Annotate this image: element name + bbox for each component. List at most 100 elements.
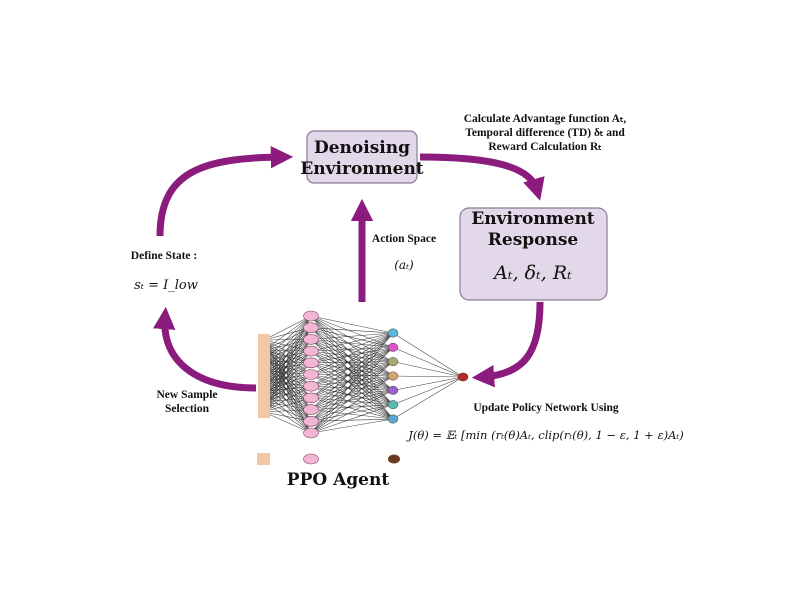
network-edge xyxy=(263,339,312,382)
legend-hidden-node xyxy=(303,453,319,465)
arrow-response-to-update xyxy=(471,301,544,388)
network-edge xyxy=(263,315,312,361)
legend-input-node xyxy=(257,453,270,465)
network-edge xyxy=(263,380,312,387)
network-edge xyxy=(310,332,394,422)
network-edge xyxy=(310,404,394,434)
arrow-denoising-to-response xyxy=(419,153,545,201)
network-edge xyxy=(310,385,394,405)
network-edge xyxy=(263,397,312,402)
input-node xyxy=(258,344,270,357)
network-edge xyxy=(263,339,312,341)
network-edge xyxy=(392,376,464,405)
denoising-environment-box: Denoising Environment xyxy=(300,130,424,184)
input-node xyxy=(258,395,270,408)
network-edge xyxy=(310,361,394,410)
network-edges xyxy=(263,315,464,434)
network-edge xyxy=(263,360,312,399)
network-edge xyxy=(263,327,312,372)
network-edge xyxy=(392,376,464,420)
network-edge xyxy=(310,375,394,399)
network-edge xyxy=(263,339,312,361)
network-edge xyxy=(263,315,312,351)
network-edge xyxy=(263,411,312,422)
define-state-label: Define State : sₜ = I_low xyxy=(131,250,198,293)
network-edge xyxy=(263,385,312,392)
arrow-sample-to-define-state xyxy=(153,306,257,392)
network-edge xyxy=(263,315,312,341)
hidden-node xyxy=(303,334,319,345)
network-edge xyxy=(310,315,394,334)
network-edge xyxy=(263,339,312,375)
hidden-node xyxy=(303,345,319,357)
network-nodes xyxy=(258,310,469,439)
network-edge xyxy=(310,332,394,399)
network-edge xyxy=(263,327,312,392)
advantage-line3: Reward Calculation Rₜ xyxy=(488,141,602,153)
network-edge xyxy=(263,362,312,413)
network-edge xyxy=(263,370,312,387)
input-node xyxy=(258,385,270,398)
update-policy-label: Update Policy Network Using J(θ) = 𝔼ₜ [m… xyxy=(406,402,684,442)
network-edge xyxy=(263,350,312,364)
network-edge xyxy=(263,411,312,434)
network-edge xyxy=(263,339,312,399)
layer2-node xyxy=(387,328,399,338)
network-edge xyxy=(310,327,394,334)
network-edge xyxy=(310,347,394,410)
network-edge xyxy=(263,315,312,382)
output-node xyxy=(457,372,469,382)
network-edge xyxy=(263,385,312,402)
input-node xyxy=(258,375,270,388)
network-edge xyxy=(263,360,312,387)
input-node xyxy=(258,406,270,418)
update-policy-formula: J(θ) = 𝔼ₜ [min (rₜ(θ)Aₜ, clip(rₜ(θ), 1 −… xyxy=(406,428,684,442)
network-edge xyxy=(263,339,312,372)
input-node xyxy=(258,334,270,346)
network-edge xyxy=(310,375,394,422)
network-edge xyxy=(310,332,394,352)
network-edge xyxy=(263,327,312,413)
network-edge xyxy=(392,347,464,378)
hidden-node xyxy=(303,415,319,427)
network-edge xyxy=(263,327,312,361)
network-edge xyxy=(392,332,464,378)
network-edge xyxy=(310,347,394,434)
network-edge xyxy=(310,361,394,364)
network-edge xyxy=(310,332,394,364)
network-edge xyxy=(263,350,312,375)
network-edge xyxy=(263,350,312,387)
layer2-node xyxy=(387,385,399,395)
network-edge xyxy=(263,350,312,392)
network-edge xyxy=(392,361,464,378)
layer2-node xyxy=(387,342,399,352)
action-space-line2: (aₜ) xyxy=(394,258,414,272)
network-edge xyxy=(263,339,312,352)
new-sample-line1: New Sample xyxy=(156,389,217,401)
network-edge xyxy=(263,360,312,410)
network-edge xyxy=(310,332,394,387)
response-line2: Response xyxy=(488,230,579,250)
new-sample-line2: Selection xyxy=(165,403,210,415)
layer2-node xyxy=(387,357,399,367)
network-edge xyxy=(263,374,312,413)
action-space-line1: Action Space xyxy=(372,233,436,245)
network-edge xyxy=(263,401,312,434)
ppo-agent-title: PPO Agent xyxy=(287,470,390,490)
network-edge xyxy=(392,376,464,391)
network-edge xyxy=(263,380,312,410)
network-edge xyxy=(310,375,394,387)
legend-output-node xyxy=(388,454,400,464)
update-policy-line1: Update Policy Network Using xyxy=(473,402,619,414)
network-edge xyxy=(263,360,312,364)
hidden-node xyxy=(303,427,319,439)
network-edge xyxy=(310,361,394,422)
network-edge xyxy=(263,350,312,361)
network-edge xyxy=(263,350,312,413)
network-edge xyxy=(310,347,394,375)
network-edge xyxy=(263,401,312,410)
arrow-define-state-to-denoising xyxy=(156,145,294,237)
hidden-node xyxy=(303,380,319,392)
hidden-node xyxy=(303,357,319,369)
